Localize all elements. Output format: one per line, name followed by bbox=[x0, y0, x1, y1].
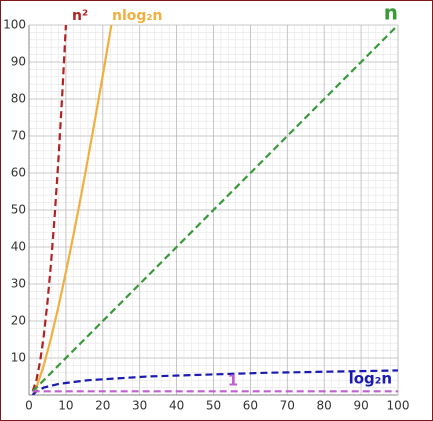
x-tick-label: 50 bbox=[206, 399, 221, 413]
line-series bbox=[31, 25, 398, 393]
y-tick-label: 90 bbox=[11, 55, 26, 69]
y-tick-label: 50 bbox=[11, 203, 26, 217]
y-tick-label: 40 bbox=[11, 240, 26, 254]
y-tick-label: 20 bbox=[11, 314, 26, 328]
x-tick-label: 60 bbox=[243, 399, 258, 413]
x-tick-label: 20 bbox=[95, 399, 110, 413]
x-tick-label: 0 bbox=[25, 399, 33, 413]
y-tick-label: 30 bbox=[11, 277, 26, 291]
y-tick-label: 80 bbox=[11, 92, 26, 106]
x-tick-label: 100 bbox=[387, 399, 410, 413]
x-tick-label: 70 bbox=[280, 399, 295, 413]
x-tick-label: 80 bbox=[317, 399, 332, 413]
y-tick-label: 100 bbox=[3, 18, 26, 32]
y-tick-label: 70 bbox=[11, 129, 26, 143]
y-tick-label: 60 bbox=[11, 166, 26, 180]
x-tick-label: 10 bbox=[58, 399, 73, 413]
series-label: n bbox=[384, 1, 398, 25]
x-tick-label: 30 bbox=[132, 399, 147, 413]
plot-area bbox=[31, 25, 398, 395]
y-tick-label: 10 bbox=[11, 351, 26, 365]
x-tick-label: 40 bbox=[169, 399, 184, 413]
x-tick-label: 90 bbox=[353, 399, 368, 413]
series-label: n² bbox=[72, 8, 88, 24]
series-label: nlog₂n bbox=[112, 8, 163, 24]
series-label: log₂n bbox=[349, 370, 392, 388]
line-series bbox=[31, 25, 113, 395]
series-label: 1 bbox=[228, 372, 238, 390]
line-series bbox=[31, 25, 67, 392]
